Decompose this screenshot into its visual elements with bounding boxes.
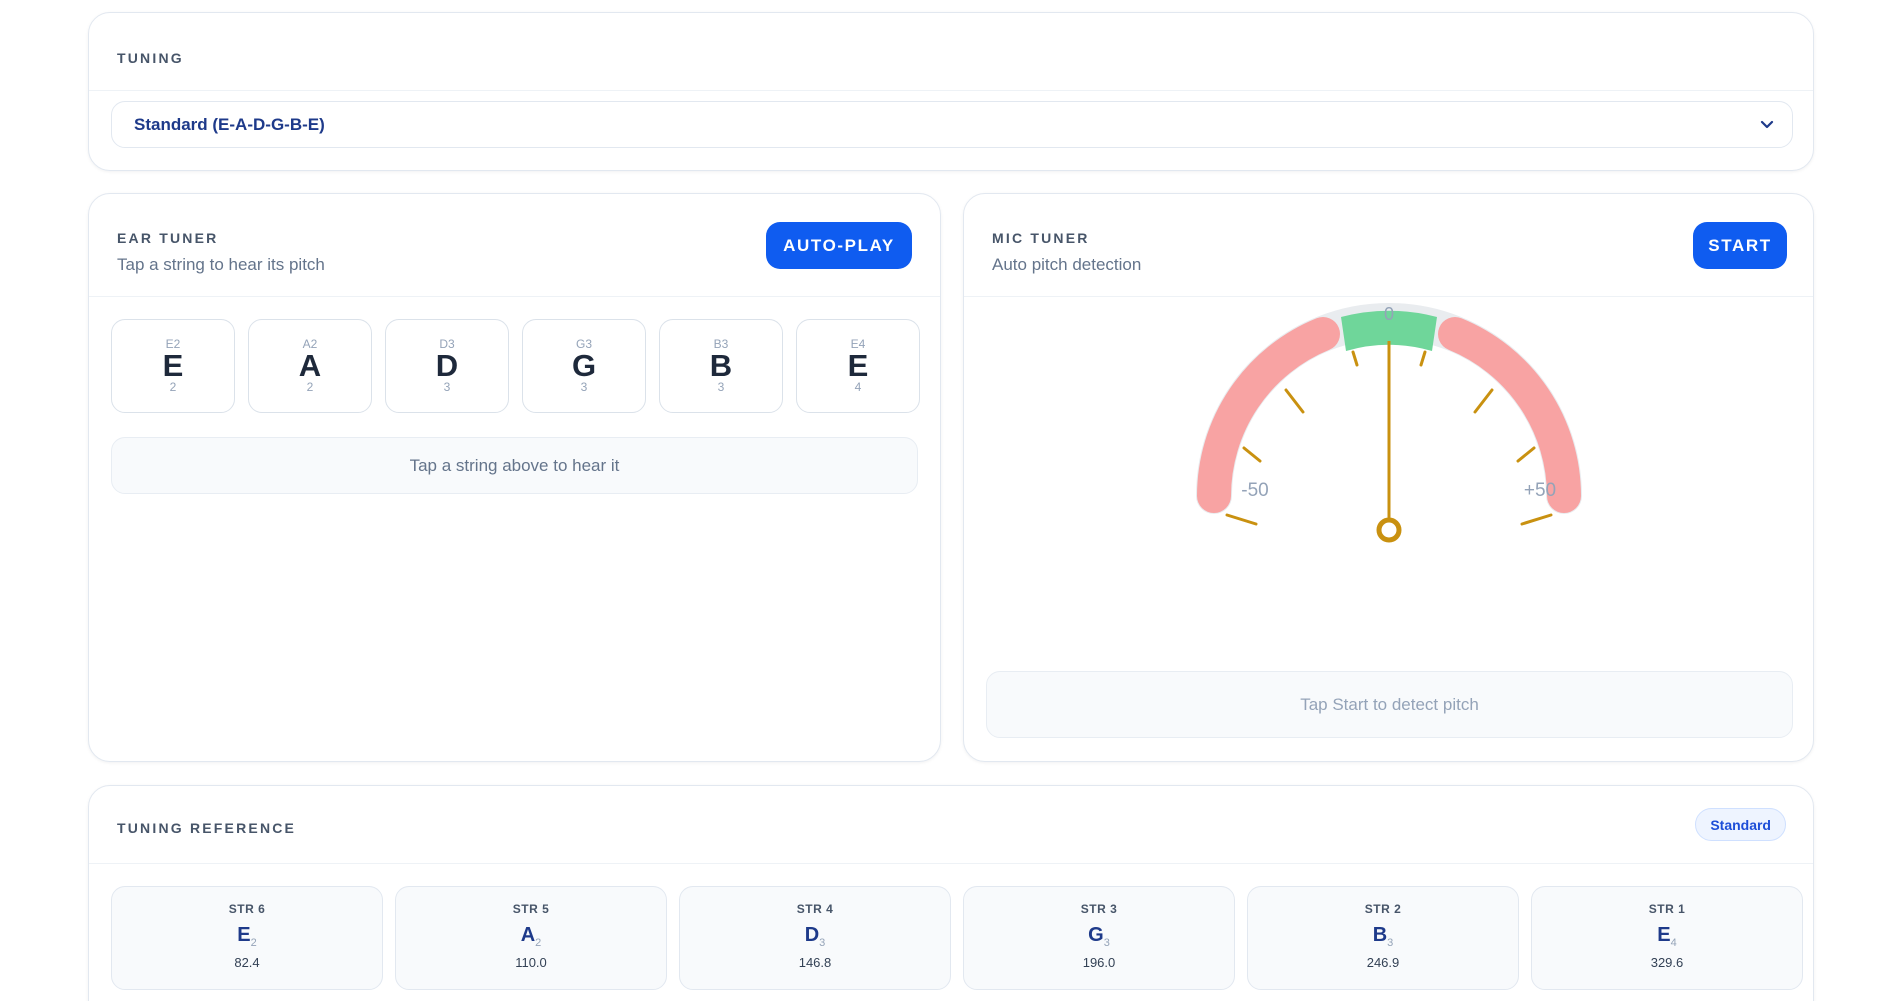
tuning-reference-title: TUNING REFERENCE xyxy=(117,820,297,836)
tuning-reference-card: TUNING REFERENCE Standard STR 6 E2 82.4 … xyxy=(88,785,1814,1001)
divider xyxy=(89,90,1813,91)
reference-note: E2 xyxy=(237,924,257,949)
tuning-badge: Standard xyxy=(1695,808,1786,841)
reference-string: STR 4 xyxy=(796,902,834,916)
string-note: D xyxy=(435,348,459,383)
reference-cell-str6: STR 6 E2 82.4 xyxy=(111,886,383,990)
gauge-sharp-zone xyxy=(1438,317,1581,513)
string-octave: 3 xyxy=(717,380,725,394)
gauge-in-tune-zone xyxy=(1341,310,1437,351)
reference-frequency: 82.4 xyxy=(234,955,260,970)
mic-tuner-hint: Tap Start to detect pitch xyxy=(986,671,1793,738)
gauge-center-label: 0 xyxy=(1384,304,1394,324)
ear-tuner-header: EAR TUNER Tap a string to hear its pitch xyxy=(117,230,325,275)
string-label: E2 xyxy=(165,337,181,351)
reference-frequency: 146.8 xyxy=(798,955,832,970)
string-label: A2 xyxy=(302,337,318,351)
gauge-flat-zone xyxy=(1197,317,1340,513)
divider xyxy=(89,296,940,297)
string-button-a2[interactable]: A2 A 2 xyxy=(248,319,372,413)
string-note: B xyxy=(709,348,733,383)
string-octave: 2 xyxy=(306,380,314,394)
mic-tuner-card: MIC TUNER Auto pitch detection START 0 -… xyxy=(963,193,1814,762)
reference-cell-str3: STR 3 G3 196.0 xyxy=(963,886,1235,990)
reference-note: D3 xyxy=(804,924,826,949)
string-button-b3[interactable]: B3 B 3 xyxy=(659,319,783,413)
divider xyxy=(89,863,1813,864)
ear-tuner-card: EAR TUNER Tap a string to hear its pitch… xyxy=(88,193,941,762)
reference-cell-str2: STR 2 B3 246.9 xyxy=(1247,886,1519,990)
mic-tuner-header: MIC TUNER Auto pitch detection xyxy=(992,230,1141,275)
auto-play-button[interactable]: AUTO-PLAY xyxy=(766,222,912,269)
gauge-left-label: -50 xyxy=(1241,480,1268,501)
reference-frequency: 246.9 xyxy=(1366,955,1400,970)
string-button-d3[interactable]: D3 D 3 xyxy=(385,319,509,413)
reference-string: STR 5 xyxy=(512,902,550,916)
reference-frequency: 196.0 xyxy=(1082,955,1116,970)
chevron-down-icon xyxy=(1760,120,1774,129)
reference-cell-str5: STR 5 A2 110.0 xyxy=(395,886,667,990)
gauge-ticks xyxy=(1225,350,1553,526)
reference-cell-str1: STR 1 E4 329.6 xyxy=(1531,886,1803,990)
string-button-e4[interactable]: E4 E 4 xyxy=(796,319,920,413)
string-note: A xyxy=(298,348,322,383)
reference-string: STR 3 xyxy=(1080,902,1118,916)
string-octave: 4 xyxy=(854,380,862,394)
string-buttons: E2 E 2 A2 A 2 D3 D 3 G3 G 3 B3 B 3 E4 E … xyxy=(111,319,920,413)
start-button[interactable]: START xyxy=(1693,222,1787,269)
tuning-title: TUNING xyxy=(117,50,184,66)
mic-tuner-title: MIC TUNER xyxy=(992,230,1090,246)
reference-string: STR 2 xyxy=(1364,902,1402,916)
ear-tuner-title: EAR TUNER xyxy=(117,230,219,246)
reference-frequency: 110.0 xyxy=(515,955,547,970)
reference-frequency: 329.6 xyxy=(1650,955,1684,970)
string-label: B3 xyxy=(713,337,729,351)
reference-row: STR 6 E2 82.4 STR 5 A2 110.0 STR 4 D3 14… xyxy=(111,886,1803,990)
tuning-gauge: 0 -50 +50 xyxy=(1196,303,1582,543)
tuning-select[interactable]: Standard (E-A-D-G-B-E) xyxy=(111,101,1793,148)
ear-tuner-hint: Tap a string above to hear it xyxy=(111,437,918,494)
string-note: E xyxy=(847,348,869,383)
string-octave: 3 xyxy=(580,380,588,394)
string-note: G xyxy=(571,348,597,383)
reference-string: STR 6 xyxy=(228,902,266,916)
string-label: D3 xyxy=(439,337,455,351)
reference-note: A2 xyxy=(520,924,542,949)
string-button-e2[interactable]: E2 E 2 xyxy=(111,319,235,413)
string-octave: 3 xyxy=(443,380,451,394)
string-octave: 2 xyxy=(169,380,177,394)
reference-string: STR 1 xyxy=(1648,902,1686,916)
reference-note: G3 xyxy=(1088,924,1110,949)
string-button-g3[interactable]: G3 G 3 xyxy=(522,319,646,413)
reference-note: E4 xyxy=(1657,924,1677,949)
divider xyxy=(964,296,1813,297)
tuning-card: TUNING Standard (E-A-D-G-B-E) xyxy=(88,12,1814,171)
ear-tuner-subtitle: Tap a string to hear its pitch xyxy=(117,255,325,274)
gauge-pivot xyxy=(1376,517,1402,543)
string-label: G3 xyxy=(575,337,592,351)
gauge-right-label: +50 xyxy=(1524,480,1556,501)
mic-tuner-subtitle: Auto pitch detection xyxy=(992,255,1142,274)
tuning-select-value: Standard (E-A-D-G-B-E) xyxy=(134,114,325,134)
reference-cell-str4: STR 4 D3 146.8 xyxy=(679,886,951,990)
string-note: E xyxy=(162,348,184,383)
reference-note: B3 xyxy=(1372,924,1394,949)
string-label: E4 xyxy=(850,337,866,351)
